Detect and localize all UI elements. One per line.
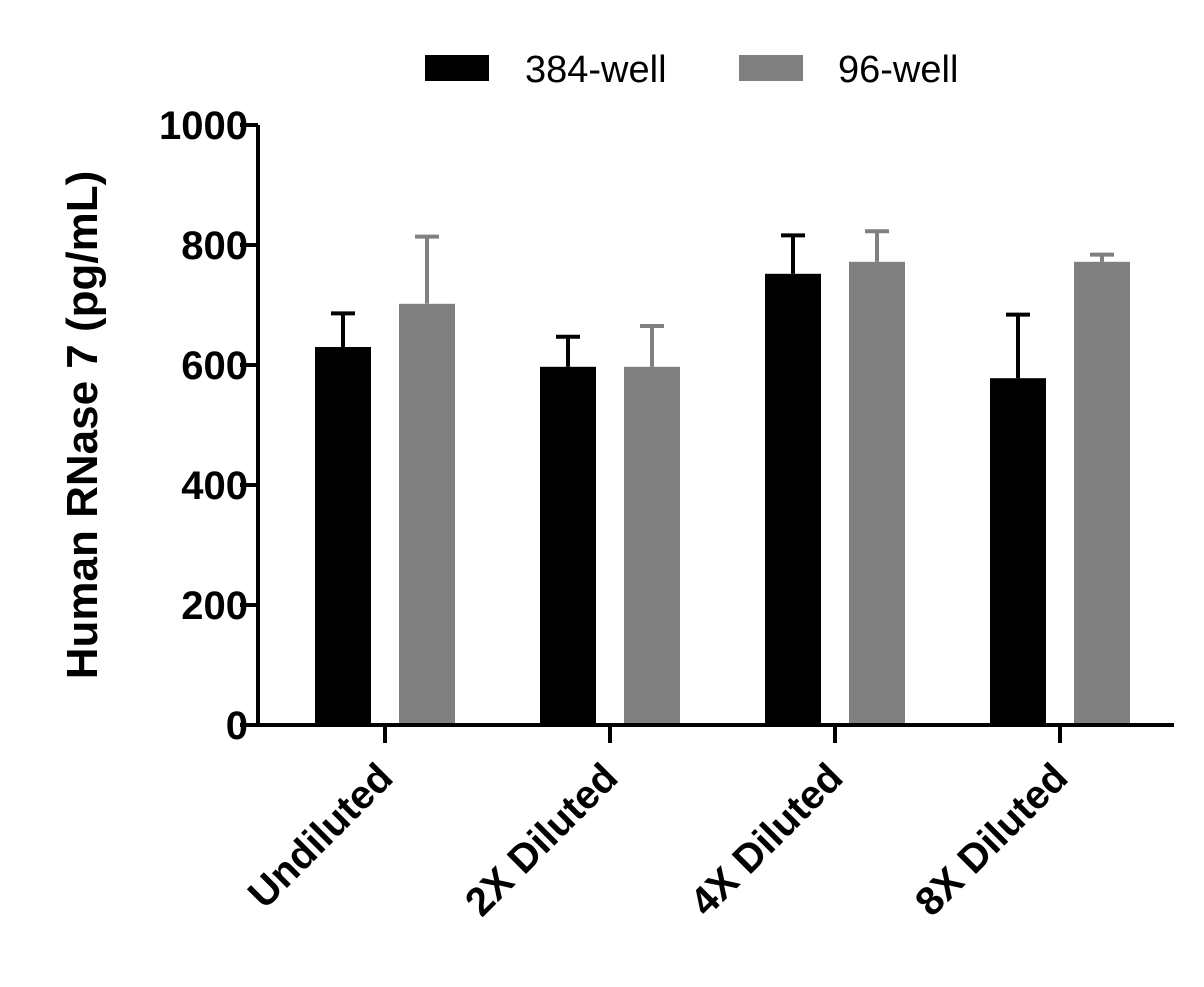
y-tick-label-400: 400 — [181, 464, 248, 508]
bar-96-well-0 — [399, 303, 455, 725]
legend-swatch-96-well — [739, 55, 803, 81]
bar-384-well-3 — [990, 378, 1046, 725]
x-tick-label-3: 8X Diluted — [907, 755, 1076, 924]
legend-swatch-384-well — [425, 55, 489, 81]
y-tick-label-200: 200 — [181, 584, 248, 628]
y-tick-label-600: 600 — [181, 344, 248, 388]
bar-384-well-0 — [315, 347, 371, 725]
x-ticks: Undiluted 2X Diluted 4X Diluted 8X Diluted — [240, 725, 1076, 925]
x-tick-label-0: Undiluted — [240, 755, 402, 917]
legend-label-384-well: 384-well — [525, 49, 667, 91]
legend: 384-well 96-well — [425, 49, 958, 91]
y-axis-title: Human RNase 7 (pg/mL) — [58, 171, 107, 680]
bar-384-well-1 — [540, 366, 596, 725]
axes — [256, 125, 1174, 727]
y-tick-label-800: 800 — [181, 224, 248, 268]
y-tick-label-1000: 1000 — [159, 104, 248, 148]
bars — [315, 261, 1130, 725]
x-tick-label-2: 4X Diluted — [682, 755, 851, 924]
error-bars — [331, 229, 1114, 379]
bar-96-well-1 — [624, 366, 680, 725]
bar-384-well-2 — [765, 273, 821, 725]
x-tick-label-1: 2X Diluted — [457, 755, 626, 924]
y-tick-label-0: 0 — [226, 704, 248, 748]
bar-96-well-3 — [1074, 261, 1130, 725]
y-ticks: 0 200 400 600 800 1000 — [159, 104, 258, 748]
legend-label-96-well: 96-well — [838, 49, 958, 91]
bar-96-well-2 — [849, 261, 905, 725]
